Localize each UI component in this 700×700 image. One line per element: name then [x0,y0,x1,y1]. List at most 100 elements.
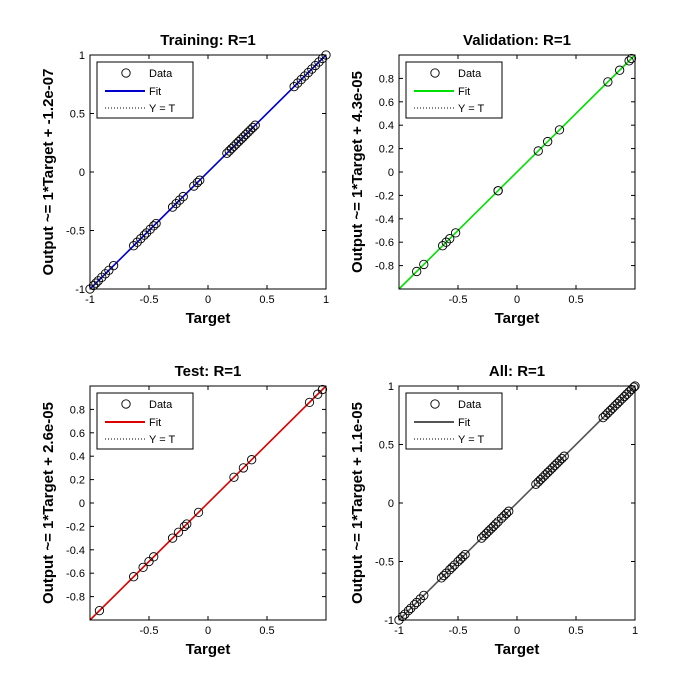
x-axis-label: Target [495,310,540,327]
y-axis-label: Output ~= 1*Target + 1.1e-05 [349,402,366,604]
legend: Data Fit Y = T [405,61,503,119]
data-point [603,408,613,418]
data-point [540,470,550,480]
data-point [488,521,499,532]
x-tick-label: 0 [514,294,520,306]
data-point [192,177,203,188]
data-point [598,412,608,423]
data-point [129,241,139,251]
data-point [138,562,148,572]
x-tick-label: 0.5 [568,294,583,306]
y-tick-label: 0.2 [379,144,394,156]
data-point [629,382,639,392]
data-point [607,403,618,413]
data-point [178,191,188,202]
data-point [554,456,565,466]
data-point [501,508,512,519]
data-point [296,74,306,85]
x-axis-label: Target [186,641,231,658]
y-tick-label: 0 [79,498,85,510]
data-point [231,139,241,149]
data-point [624,387,634,397]
data-point [250,120,260,130]
y-tick-label: 0.4 [379,120,394,132]
data-point [453,556,463,567]
data-point [484,526,494,536]
x-axis-label: Target [186,310,231,327]
data-point [624,56,634,66]
data-point [481,528,491,539]
legend: Data Fit Y = T [96,61,194,119]
data-point [241,129,251,140]
data-point [193,507,204,518]
chart-panel-4: -1 -0.5 0 0.5 1 -1 -0.5 0 0.5 1 All: R=1 Target Outp… [349,363,640,658]
data-point [238,463,249,473]
x-tick-label: 0.5 [568,625,583,637]
y-tick-label: 0.2 [70,475,85,487]
data-point [145,224,155,234]
data-point [557,453,567,464]
data-point [314,57,324,67]
chart-panel-3: -0.5 0 0.5 -0.8 -0.6 -0.4 -0.2 0 0.2 0.4 0.6 0.8 Tes… [40,363,328,658]
y-tick-label: -0.6 [66,568,85,580]
data-point [460,549,470,560]
x-tick-label: 0.5 [259,294,274,306]
y-tick-label: -0.2 [375,190,394,202]
y-tick-label: 0.5 [70,109,85,121]
chart-title: Training: R=1 [160,32,255,49]
legend-identity-label: Y = T [458,434,484,446]
data-point [317,384,328,395]
data-point [104,265,114,275]
data-point [149,221,159,231]
y-tick-label: 0 [388,167,394,179]
data-point [317,53,328,64]
data-point [497,513,507,523]
fit-line [398,54,636,290]
x-tick-label: 1 [632,625,638,637]
data-point [149,552,159,562]
data-point [499,511,509,521]
y-tick-label: 0.8 [379,73,394,85]
data-point [139,230,149,240]
y-tick-label: 0.5 [379,440,394,452]
data-point [175,195,185,205]
data-point [229,141,239,151]
data-point [167,202,178,212]
y-tick-label: -0.4 [375,214,394,226]
data-point [243,127,253,137]
data-point [504,506,514,516]
data-point [441,568,451,578]
data-point [533,146,543,156]
data-point [626,53,637,64]
data-point [543,467,553,478]
y-tick-label: 0.6 [70,428,85,440]
data-point [615,396,625,406]
y-tick-label: -0.5 [375,557,394,569]
y-tick-label: -0.5 [66,226,85,238]
legend-data-marker [430,399,440,409]
legend-fit-label: Fit [458,86,470,98]
data-point [403,605,414,616]
data-point [94,605,105,616]
data-point [303,67,313,78]
legend: Data Fit Y = T [96,392,194,450]
x-tick-label: -0.5 [449,625,468,637]
data-point [400,609,410,619]
data-point [436,573,447,583]
data-point [615,65,625,75]
y-tick-label: -0.8 [375,261,394,273]
data-point [412,266,422,277]
y-tick-label: 0.6 [379,97,394,109]
data-point [531,479,541,489]
data-point [300,71,310,81]
data-point [406,603,416,613]
data-point [447,562,457,572]
legend-data-label: Data [458,68,482,80]
data-point [247,455,257,465]
data-point [179,521,190,532]
chart-panel-2: -0.5 0 0.5 -0.8 -0.6 -0.4 -0.2 0 0.2 0.4 0.6 0.8 Val… [349,32,637,327]
y-tick-label: 0 [388,498,394,510]
x-tick-label: -0.5 [140,625,159,637]
data-point [415,594,425,604]
y-tick-label: -0.8 [66,592,85,604]
